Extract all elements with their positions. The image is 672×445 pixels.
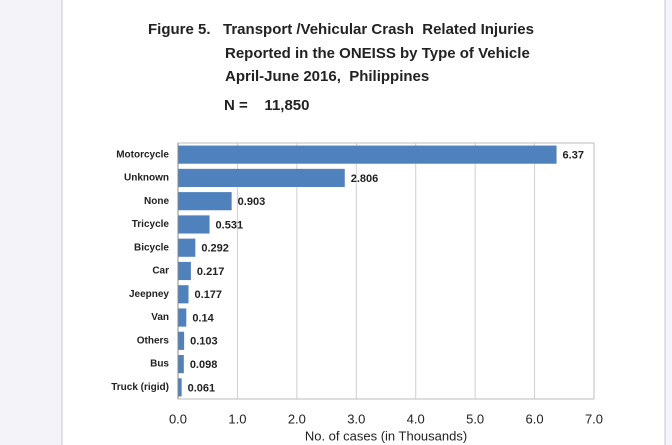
value-label: 0.14	[192, 312, 214, 324]
y-tick-label: Tricycle	[132, 219, 170, 230]
bar	[178, 378, 182, 397]
bar	[178, 261, 191, 281]
y-tick-label: Jeepney	[129, 289, 169, 300]
value-label: 2.806	[351, 173, 379, 185]
x-tick-label: 5.0	[466, 411, 484, 426]
x-axis-label: No. of cases (in Thousands)	[305, 428, 467, 443]
y-tick-label: Car	[152, 266, 169, 277]
value-label: 0.217	[197, 266, 225, 278]
y-tick-label: Bicycle	[134, 242, 169, 253]
bar	[178, 192, 232, 211]
value-label: 0.177	[195, 289, 223, 301]
x-tick-label: 3.0	[347, 411, 365, 426]
bar	[178, 331, 185, 350]
x-tick-label: 4.0	[407, 411, 425, 426]
x-tick-label: 7.0	[585, 411, 603, 426]
bar	[178, 355, 184, 374]
value-label: 0.531	[216, 219, 244, 231]
y-tick-label: Motorcycle	[116, 149, 169, 160]
x-tick-label: 0.0	[169, 411, 187, 426]
x-tick-label: 6.0	[526, 411, 544, 426]
value-label: 0.292	[201, 243, 229, 255]
y-tick-label: None	[144, 196, 169, 207]
bar	[178, 285, 189, 304]
bar	[178, 215, 210, 234]
chart-title-line: April-June 2016, Philippines	[225, 68, 429, 85]
value-label: 0.103	[190, 336, 218, 348]
value-label: 0.098	[190, 359, 218, 371]
chart-subtitle: N = 11,850	[224, 97, 309, 114]
y-tick-label: Bus	[150, 359, 169, 370]
value-label: 6.37	[563, 150, 584, 162]
bar	[178, 145, 557, 164]
y-tick-label: Others	[137, 335, 170, 346]
chart-title-line: Reported in the ONEISS by Type of Vehicl…	[225, 45, 530, 62]
chart-frame	[61, 0, 666, 445]
x-tick-label: 1.0	[228, 411, 246, 426]
y-tick-label: Truck (rigid)	[111, 382, 169, 393]
y-tick-label: Van	[151, 312, 169, 323]
chart-title-line: Figure 5. Transport /Vehicular Crash Rel…	[148, 21, 534, 38]
bar	[178, 168, 345, 187]
y-tick-label: Unknown	[124, 173, 169, 184]
x-tick-label: 2.0	[288, 411, 306, 426]
value-label: 0.061	[188, 382, 216, 394]
bar	[178, 308, 187, 327]
bar	[178, 238, 196, 257]
value-label: 0.903	[238, 196, 266, 208]
